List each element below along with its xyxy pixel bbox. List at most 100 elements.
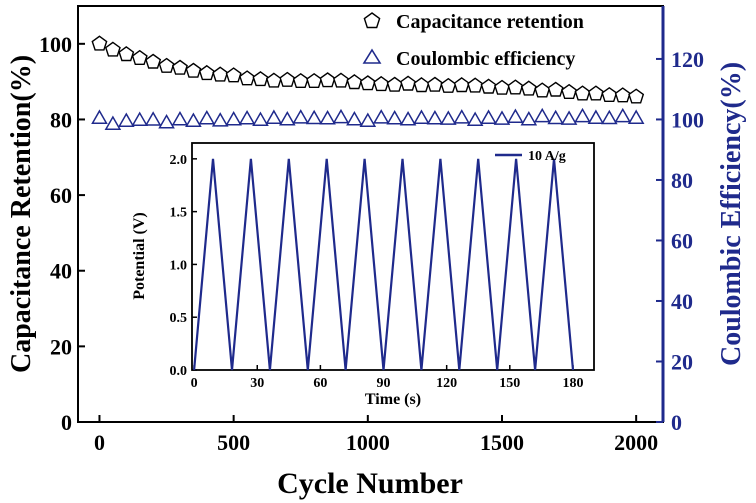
efficiency-point xyxy=(252,111,269,127)
inset-chart: 0 30 60 90 120 150 180 0.0 0.5 1.0 1.5 2.0 10 A/g T… xyxy=(131,142,595,408)
retention-point xyxy=(534,82,551,98)
retention-point xyxy=(467,77,484,93)
inset-x-tick-label: 180 xyxy=(562,376,583,391)
retention-point xyxy=(145,53,162,69)
efficiency-point xyxy=(480,109,497,124)
efficiency-point xyxy=(265,109,283,124)
efficiency-point xyxy=(614,107,632,123)
retention-point xyxy=(158,57,175,73)
retention-point xyxy=(292,72,309,89)
retention-point xyxy=(628,88,645,104)
retention-point xyxy=(225,67,242,83)
efficiency-point xyxy=(440,110,457,125)
inset-y-tick-label: 2.0 xyxy=(170,153,188,168)
inset-x-tick-label: 150 xyxy=(499,376,520,391)
y-tick-label-left: 60 xyxy=(50,183,72,208)
efficiency-point xyxy=(453,109,471,124)
efficiency-point xyxy=(507,108,524,124)
y-tick-label-left: 40 xyxy=(50,259,72,284)
efficiency-point xyxy=(574,107,591,123)
legend-marker-efficiency xyxy=(362,48,382,64)
efficiency-point xyxy=(279,110,296,126)
retention-point xyxy=(185,62,202,78)
efficiency-point xyxy=(185,112,202,127)
inset-legend-label: 10 A/g xyxy=(528,149,566,164)
efficiency-point xyxy=(118,112,135,127)
retention-point xyxy=(91,35,108,51)
retention-point xyxy=(561,83,578,100)
inset-y-axis-title: Potential (V) xyxy=(131,212,148,300)
x-tick-label: 0 xyxy=(94,430,105,455)
y-tick-label-left: 0 xyxy=(61,410,72,435)
retention-point xyxy=(386,76,403,92)
legend-marker-retention xyxy=(363,12,381,29)
efficiency-point xyxy=(225,110,242,126)
retention-point xyxy=(359,75,376,91)
inset-x-tick-label: 30 xyxy=(250,376,264,391)
efficiency-point xyxy=(493,110,511,125)
efficiency-point xyxy=(533,107,551,123)
retention-point xyxy=(239,70,256,86)
efficiency-point xyxy=(104,115,122,130)
efficiency-point xyxy=(91,109,108,124)
y-tick-label-right: 40 xyxy=(671,289,693,314)
inset-x-tick-label: 120 xyxy=(436,376,457,391)
efficiency-point xyxy=(144,111,162,126)
y-tick-label-right: 0 xyxy=(671,410,682,435)
retention-point xyxy=(453,77,470,93)
efficiency-point xyxy=(426,110,444,125)
x-tick-label: 1500 xyxy=(480,430,524,455)
legend: Capacitance retention Coulombic efficien… xyxy=(362,11,584,70)
efficiency-point xyxy=(399,110,417,126)
inset-x-tick-label: 0 xyxy=(191,376,198,391)
retention-point xyxy=(332,72,349,88)
y-tick-label-right: 100 xyxy=(671,107,704,132)
retention-point xyxy=(494,79,510,95)
x-tick-label: 500 xyxy=(217,430,250,455)
inset-y-tick-label: 0.0 xyxy=(170,364,188,379)
retention-point xyxy=(279,71,296,87)
y-axis-title-left: Capacitance Retention(%) xyxy=(6,55,37,373)
legend-label-retention: Capacitance retention xyxy=(396,11,584,33)
legend-label-efficiency: Coulombic efficiency xyxy=(396,48,575,70)
y-axis-title-right: Coulombic Efficiency(%) xyxy=(716,62,747,366)
retention-point xyxy=(426,76,443,92)
retention-point xyxy=(118,46,135,62)
efficiency-point xyxy=(386,110,403,125)
retention-point xyxy=(104,41,121,57)
x-tick-label: 2000 xyxy=(614,430,658,455)
efficiency-point xyxy=(547,109,564,125)
retention-point xyxy=(346,74,363,90)
y-tick-label-right: 80 xyxy=(671,168,693,193)
y-tick-label-right: 60 xyxy=(671,228,693,253)
efficiency-point xyxy=(466,111,484,127)
y-tick-label-right: 120 xyxy=(671,47,704,72)
efficiency-point xyxy=(211,112,229,127)
retention-point xyxy=(252,71,269,87)
x-axis-title: Cycle Number xyxy=(277,467,463,500)
retention-point xyxy=(373,75,390,92)
retention-point xyxy=(480,78,497,94)
retention-point xyxy=(198,64,215,81)
efficiency-point xyxy=(171,110,189,126)
retention-point xyxy=(520,80,537,96)
efficiency-point xyxy=(627,109,645,124)
efficiency-point xyxy=(587,109,605,124)
x-tick-label: 1000 xyxy=(346,430,390,455)
inset-y-tick-label: 1.5 xyxy=(170,206,188,221)
inset-axis-ticks: 0 30 60 90 120 150 180 0.0 0.5 1.0 1.5 2.0 xyxy=(170,153,584,391)
retention-point xyxy=(212,66,229,82)
retention-point xyxy=(614,87,631,103)
y-tick-label-left: 100 xyxy=(39,32,72,57)
efficiency-point xyxy=(238,110,256,125)
efficiency-point xyxy=(292,109,310,124)
retention-point xyxy=(319,72,336,88)
efficiency-point xyxy=(359,112,377,127)
inset-x-axis-title: Time (s) xyxy=(365,391,421,408)
retention-point xyxy=(400,75,417,91)
efficiency-point xyxy=(346,110,363,126)
efficiency-point xyxy=(158,113,175,129)
retention-point xyxy=(413,77,430,93)
y-tick-label-left: 80 xyxy=(50,107,72,132)
